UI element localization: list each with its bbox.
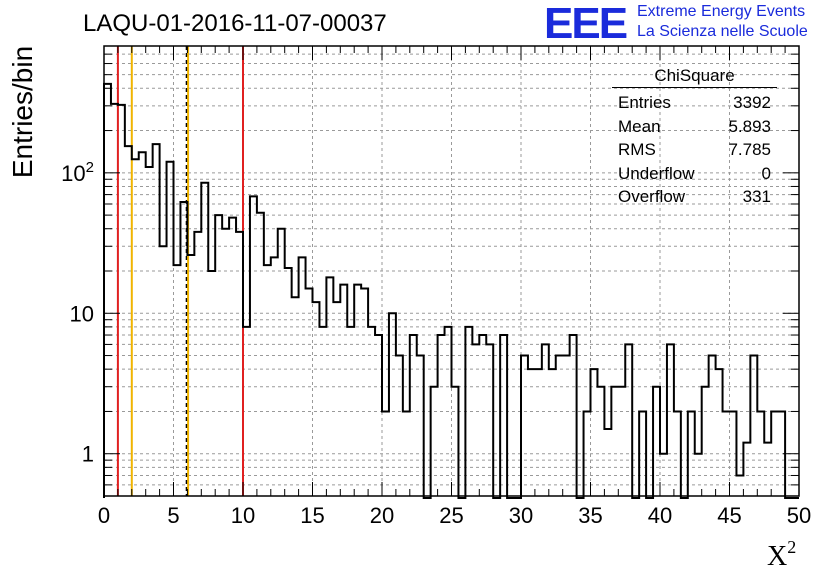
x-tick-label: 45 <box>717 503 741 528</box>
histogram-outline <box>103 82 799 499</box>
x-tick-label: 5 <box>167 503 179 528</box>
y-tick-label: 10 <box>70 301 94 326</box>
stats-row-underflow: Underflow 0 <box>612 162 777 186</box>
stats-label: RMS <box>618 140 656 159</box>
x-tick-label: 40 <box>648 503 672 528</box>
y-axis-title: Entries/bin <box>7 46 38 178</box>
stats-value: 7.785 <box>728 140 771 159</box>
logo-line-2: La Scienza nelle Scuole <box>637 23 808 40</box>
stats-value: 331 <box>742 187 771 206</box>
stats-value: 5.893 <box>728 116 771 136</box>
stats-row-rms: RMS 7.785 <box>612 138 777 162</box>
x-axis-title: X2 <box>767 537 796 572</box>
stats-row-overflow: Overflow 331 <box>612 185 777 209</box>
x-tick-label: 35 <box>578 503 602 528</box>
stats-label: Mean <box>618 116 661 136</box>
eee-logo-text: Extreme Energy Events La Scienza nelle S… <box>637 2 808 42</box>
statistics-box: ChiSquare Entries 3392 Mean 5.893 RMS 7.… <box>612 66 777 209</box>
run-title: LAQU-01-2016-11-07-00037 <box>83 10 387 37</box>
x-tick-label: 0 <box>98 503 110 528</box>
stats-label: Underflow <box>618 163 695 183</box>
logo-line-1: Extreme Energy Events <box>637 3 806 20</box>
grid-layer <box>104 46 799 496</box>
x-tick-label: 25 <box>439 503 463 528</box>
stats-title: ChiSquare <box>612 66 777 88</box>
axes: 0 5 10 15 20 25 30 35 40 45 50 1 10 102 X2 Entries/bin <box>7 45 811 572</box>
stats-label: Overflow <box>618 187 686 206</box>
x-tick-label: 50 <box>787 503 811 528</box>
y-tick-label: 102 <box>61 159 94 186</box>
x-tick-label: 20 <box>370 503 394 528</box>
eee-logo-mark: EEE <box>544 0 628 48</box>
stats-label: Entries <box>618 93 671 112</box>
x-tick-label: 10 <box>231 503 255 528</box>
stats-value: 0 <box>761 163 771 183</box>
x-tick-label: 30 <box>509 503 533 528</box>
stats-row-mean: Mean 5.893 <box>612 115 777 139</box>
histogram-series <box>103 82 799 499</box>
stats-row-entries: Entries 3392 <box>612 91 777 115</box>
y-tick-label: 1 <box>82 442 94 467</box>
x-tick-label: 15 <box>300 503 324 528</box>
stats-value: 3392 <box>733 93 771 112</box>
